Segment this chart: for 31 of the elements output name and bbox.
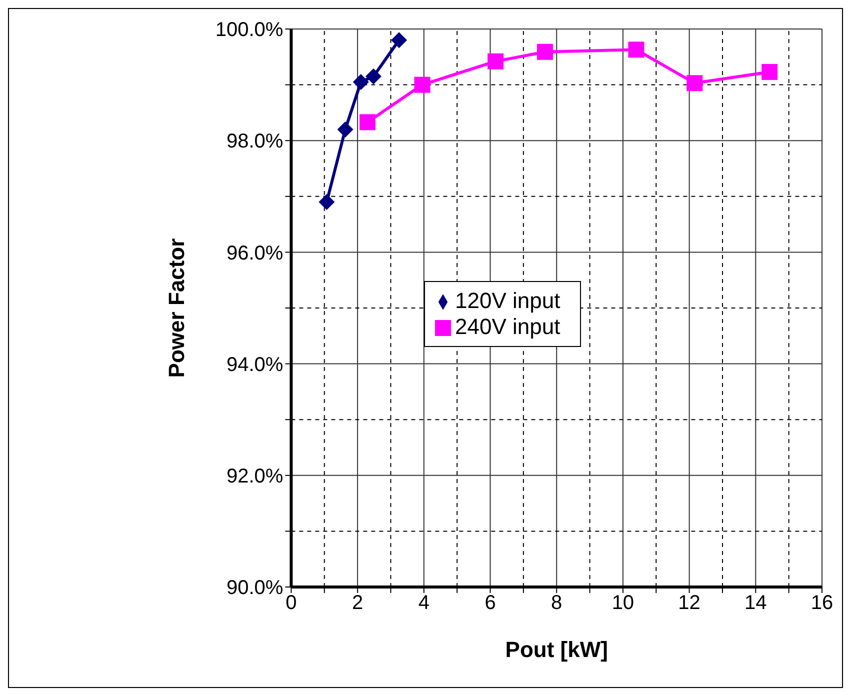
x-tick-label: 2 — [352, 592, 364, 614]
x-tick-label: 10 — [612, 592, 634, 614]
point — [318, 194, 335, 210]
point — [686, 75, 703, 92]
x-tick-label: 12 — [678, 592, 700, 614]
y-tick-label: 98.0% — [226, 130, 284, 153]
x-tick-label: 6 — [484, 592, 496, 614]
point — [337, 121, 354, 138]
legend-label: 240V input — [455, 314, 560, 339]
point — [414, 76, 430, 93]
x-tick-label: 0 — [286, 592, 297, 614]
point — [628, 42, 644, 58]
point — [762, 64, 778, 80]
x-tick-label: 14 — [744, 592, 767, 614]
point — [536, 44, 553, 60]
y-tick-label: 100.0% — [215, 19, 284, 42]
x-tick-label: 16 — [810, 592, 834, 614]
point — [391, 32, 408, 48]
x-axis-title: Pout [kW] — [505, 637, 608, 662]
point — [352, 74, 369, 90]
point — [488, 53, 504, 70]
legend-label: 120V input — [455, 288, 560, 313]
x-tick-label: 4 — [418, 592, 430, 614]
y-tick-label: 96.0% — [226, 242, 284, 264]
y-tick-label: 92.0% — [226, 466, 284, 488]
y-tick-label: 90.0% — [226, 577, 284, 600]
point — [365, 68, 382, 84]
x-tick-label: 8 — [551, 592, 562, 614]
point — [360, 114, 376, 130]
y-axis-title: Power Factor — [164, 238, 190, 378]
y-tick-label: 94.0% — [226, 354, 284, 376]
